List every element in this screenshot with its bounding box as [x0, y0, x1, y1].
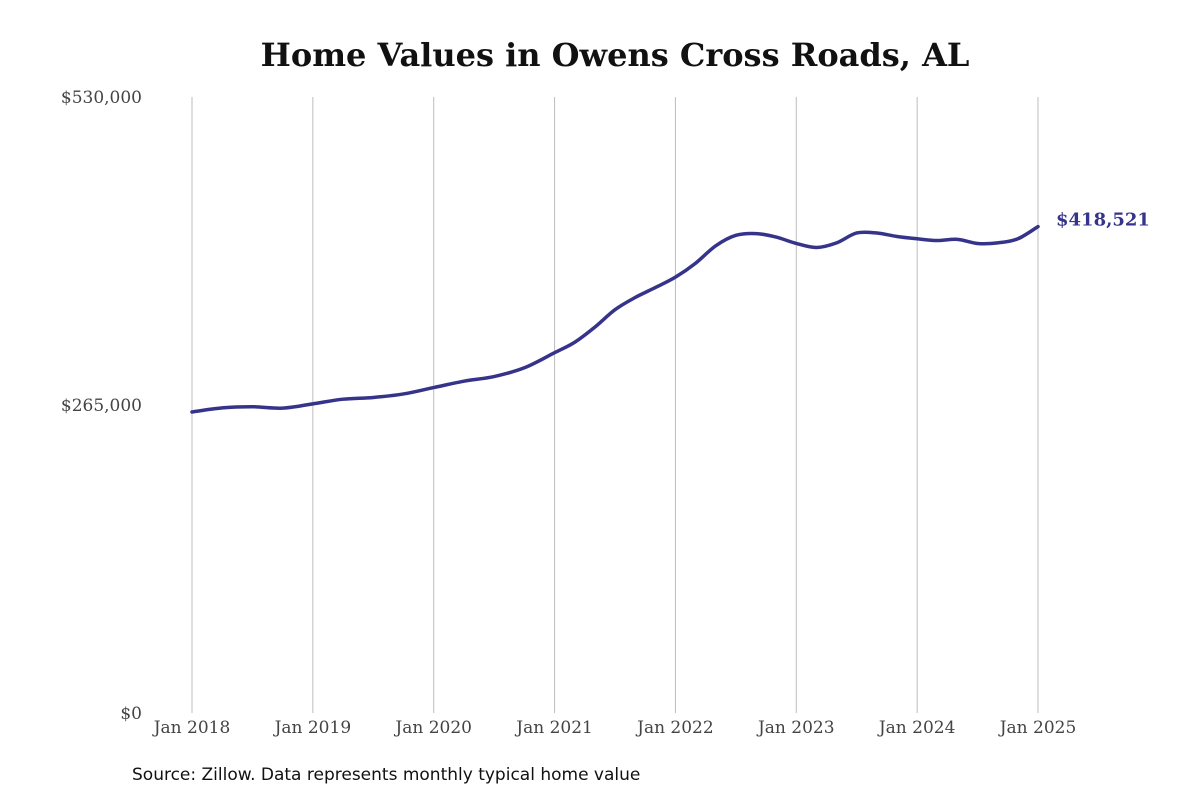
x-tick-label: Jan 2022: [635, 718, 714, 738]
x-tick-label: Jan 2021: [514, 718, 593, 738]
chart-title: Home Values in Owens Cross Roads, AL: [260, 36, 970, 74]
x-tick-label: Jan 2023: [756, 718, 835, 738]
y-tick-label: $265,000: [61, 396, 142, 416]
x-tick-label: Jan 2024: [877, 718, 956, 738]
x-tick-label: Jan 2018: [152, 718, 231, 738]
x-tick-label: Jan 2025: [998, 718, 1077, 738]
series-line: [190, 224, 1040, 414]
y-axis-ticks: $0 $265,000 $530,000: [61, 88, 142, 724]
gridlines: [191, 97, 1039, 713]
series-layer: $418,521: [190, 210, 1150, 414]
end-value-label: $418,521: [1056, 210, 1150, 231]
y-tick-label: $530,000: [61, 88, 142, 108]
x-tick-label: Jan 2019: [273, 718, 352, 738]
x-axis-ticks: Jan 2018 Jan 2019 Jan 2020 Jan 2021 Jan 2022…: [152, 718, 1077, 738]
x-tick-label: Jan 2020: [393, 718, 472, 738]
source-note: Source: Zillow. Data represents monthly …: [132, 765, 641, 785]
y-tick-label: $0: [120, 704, 142, 724]
